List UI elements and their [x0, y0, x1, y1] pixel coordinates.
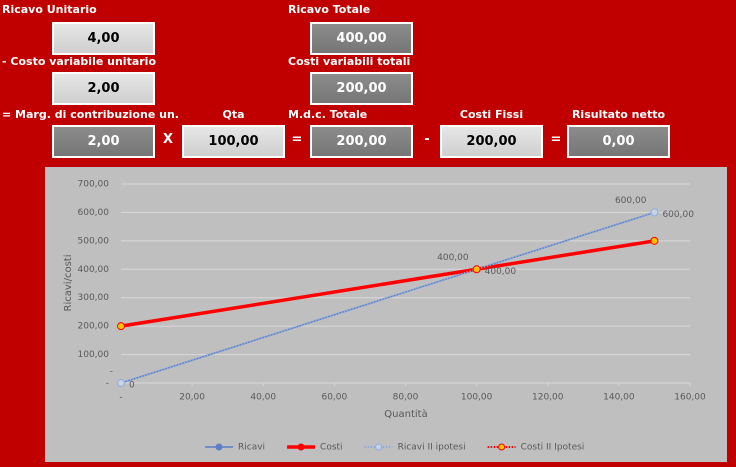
legend-label: Ricavi: [238, 443, 265, 453]
y-tick-label: 300,00: [78, 293, 110, 303]
operator: =: [550, 132, 562, 147]
data-label: 0: [129, 381, 135, 391]
field-label: Risultato netto: [571, 108, 666, 121]
operator: -: [424, 132, 430, 147]
field-value[interactable]: 4,00: [52, 22, 155, 55]
x-tick-label: -: [119, 393, 122, 403]
field-label: = Marg. di contribuzione un.: [2, 108, 179, 121]
field-value[interactable]: 2,00: [52, 72, 155, 105]
legend-label: Costi: [320, 443, 343, 453]
y-tick-label: 200,00: [78, 322, 110, 332]
legend-item: Costi II Ipotesi: [487, 443, 585, 453]
y-tick-label: 100,00: [78, 350, 110, 360]
x-axis-title: Quantità: [384, 408, 427, 420]
x-tick-label: 160,00: [674, 393, 706, 403]
data-label: -: [110, 367, 113, 377]
data-point: [650, 208, 659, 217]
data-label: 600,00: [662, 210, 694, 220]
field-label: M.d.c. Totale: [288, 108, 368, 121]
chart-background: [45, 167, 727, 462]
field-value[interactable]: 200,00: [440, 125, 543, 158]
y-axis-title: Ricavi/costi: [63, 255, 74, 312]
field-value[interactable]: 0,00: [567, 125, 670, 158]
field-value[interactable]: 200,00: [310, 72, 413, 105]
data-label: 400,00: [437, 253, 469, 263]
field-label: Ricavo Unitario: [2, 3, 97, 16]
data-point: [117, 322, 125, 331]
x-tick-label: 140,00: [603, 393, 635, 403]
field-label: Qta: [222, 108, 245, 121]
legend-item: Ricavi: [205, 443, 265, 453]
legend-marker: [297, 443, 305, 451]
y-tick-label: 500,00: [78, 236, 110, 246]
legend-marker: [215, 443, 223, 451]
operator: =: [291, 132, 303, 147]
y-tick-label: 400,00: [78, 265, 110, 275]
field-value[interactable]: 200,00: [310, 125, 413, 158]
field-value[interactable]: 2,00: [52, 125, 155, 158]
field-label: Ricavo Totale: [288, 3, 371, 16]
chart: Quantità Ricavi/costi -100,00200,00300,0…: [45, 167, 727, 462]
legend-marker: [375, 443, 383, 451]
legend-item: Ricavi II ipotesi: [364, 443, 466, 453]
field-label: - Costo variabile unitario: [2, 55, 156, 68]
field-label: Costi variabili totali: [288, 55, 411, 68]
legend-label: Costi II Ipotesi: [521, 443, 585, 453]
operator: X: [162, 132, 174, 147]
y-tick-label: 700,00: [78, 180, 110, 190]
legend-label: Ricavi II ipotesi: [398, 443, 466, 453]
field-value[interactable]: 100,00: [182, 125, 285, 158]
y-tick-label: -: [106, 379, 109, 389]
x-tick-label: 40,00: [250, 393, 276, 403]
data-point: [472, 265, 481, 274]
field-value[interactable]: 400,00: [310, 22, 413, 55]
x-tick-label: 20,00: [179, 393, 205, 403]
x-tick-label: 100,00: [461, 393, 493, 403]
x-tick-label: 60,00: [321, 393, 347, 403]
legend-item: Costi: [287, 443, 343, 453]
data-point: [117, 379, 125, 387]
field-label: Costi Fissi: [459, 108, 524, 121]
data-label: 400,00: [485, 267, 517, 277]
x-tick-label: 120,00: [532, 393, 564, 403]
data-point: [650, 236, 659, 245]
y-tick-label: 600,00: [78, 208, 110, 218]
data-label: 600,00: [615, 196, 647, 206]
x-tick-label: 80,00: [393, 393, 419, 403]
legend-marker: [498, 443, 506, 451]
